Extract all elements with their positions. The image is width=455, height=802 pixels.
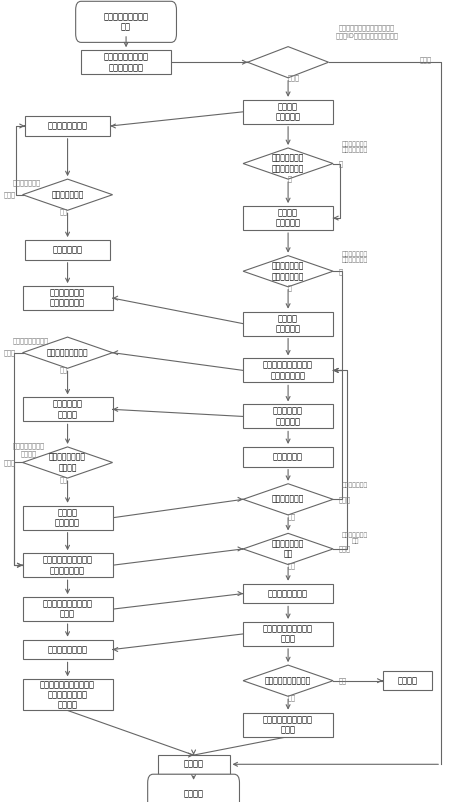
- Text: 无: 无: [288, 284, 292, 291]
- FancyBboxPatch shape: [243, 206, 332, 230]
- Text: 断开链接: 断开链接: [183, 759, 203, 769]
- Text: 服务端检查是否
拥有客户端证书: 服务端检查是否 拥有客户端证书: [271, 261, 303, 281]
- Text: 确认对方连接
申请结束: 确认对方连接 申请结束: [52, 399, 82, 419]
- Polygon shape: [243, 533, 332, 565]
- Text: 解密数据，执行处理业
务流程: 解密数据，执行处理业 务流程: [263, 715, 313, 735]
- Text: 是否需要向服务端
发送证书: 是否需要向服务端 发送证书: [49, 453, 86, 472]
- Polygon shape: [22, 179, 112, 210]
- Text: 确认对方交互完成: 确认对方交互完成: [47, 645, 87, 654]
- FancyBboxPatch shape: [382, 671, 431, 690]
- Text: 检查客户端是否
拥有服务端证书: 检查客户端是否 拥有服务端证书: [341, 141, 368, 153]
- Text: 失败: 失败: [338, 678, 346, 684]
- Text: 验证证书合法性: 验证证书合法性: [341, 482, 368, 488]
- FancyBboxPatch shape: [25, 116, 110, 136]
- Text: 未通过: 未通过: [338, 545, 350, 553]
- Text: 验证证书合法性: 验证证书合法性: [13, 180, 40, 186]
- Text: 向客户端发送交互完成
数据包: 向客户端发送交互完成 数据包: [263, 624, 313, 644]
- FancyBboxPatch shape: [22, 286, 112, 310]
- FancyBboxPatch shape: [243, 312, 332, 336]
- FancyBboxPatch shape: [25, 240, 110, 260]
- Text: 通过: 通过: [60, 209, 67, 215]
- Text: 发送证书
回复数据包: 发送证书 回复数据包: [275, 209, 300, 228]
- Text: 服务端检查是否已缓存会话数据
（会话ID、会话密钥、算法组合）: 服务端检查是否已缓存会话数据 （会话ID、会话密钥、算法组合）: [334, 25, 397, 38]
- Polygon shape: [22, 337, 112, 368]
- Text: 成功: 成功: [288, 695, 295, 701]
- FancyBboxPatch shape: [243, 584, 332, 603]
- FancyBboxPatch shape: [22, 597, 112, 622]
- Text: 缓存对端证书: 缓存对端证书: [52, 245, 82, 254]
- Text: 验证密钥数据合法性: 验证密钥数据合法性: [13, 338, 49, 344]
- FancyBboxPatch shape: [243, 99, 332, 124]
- Text: 服务端检查是否
拥有客户端证书: 服务端检查是否 拥有客户端证书: [341, 251, 368, 263]
- Text: 缓存对端证书: 缓存对端证书: [273, 452, 303, 461]
- Polygon shape: [243, 665, 332, 696]
- Text: 通过: 通过: [60, 367, 67, 373]
- Text: 产生密钥向服务端发送
密钥交互数据包: 产生密钥向服务端发送 密钥交互数据包: [42, 556, 92, 575]
- Polygon shape: [243, 256, 332, 287]
- Text: 产生初始向量与流水号，
将数据加密后向服
务端发送: 产生初始向量与流水号， 将数据加密后向服 务端发送: [40, 680, 95, 710]
- Text: 未通过: 未通过: [338, 496, 350, 503]
- FancyBboxPatch shape: [81, 51, 171, 75]
- Text: 验证密钥数据合
法性: 验证密钥数据合 法性: [271, 539, 303, 559]
- Text: 未缓存: 未缓存: [288, 75, 299, 81]
- Text: 验证密钥数据合
法性: 验证密钥数据合 法性: [341, 533, 368, 545]
- Text: 确认算法与会话号: 确认算法与会话号: [47, 121, 87, 131]
- FancyBboxPatch shape: [22, 679, 112, 711]
- Text: 已缓存: 已缓存: [419, 57, 430, 63]
- Text: 发送连接申请
结束数据包: 发送连接申请 结束数据包: [273, 407, 303, 426]
- Text: 记录是否需要向
服务端发送证书: 记录是否需要向 服务端发送证书: [50, 289, 85, 308]
- Text: 是否需要向服务端
发送证书: 是否需要向服务端 发送证书: [13, 443, 45, 457]
- FancyBboxPatch shape: [22, 553, 112, 577]
- Text: 需要: 需要: [60, 476, 67, 483]
- Polygon shape: [243, 148, 332, 179]
- FancyBboxPatch shape: [157, 755, 229, 773]
- Text: 未通过: 未通过: [4, 192, 16, 198]
- Text: 验证证书合法性: 验证证书合法性: [51, 190, 84, 199]
- FancyBboxPatch shape: [76, 2, 176, 43]
- Text: 通过: 通过: [288, 513, 295, 520]
- Text: 检查客户端是否
拥有服务端证书: 检查客户端是否 拥有服务端证书: [271, 154, 303, 173]
- Polygon shape: [247, 47, 328, 78]
- Text: 有: 有: [338, 160, 342, 167]
- FancyBboxPatch shape: [147, 774, 239, 802]
- Text: 不需要: 不需要: [4, 460, 16, 466]
- Text: 验证证书合法性: 验证证书合法性: [271, 495, 303, 504]
- FancyBboxPatch shape: [243, 622, 332, 646]
- Text: 客户端向服务端发送
连接申请数据包: 客户端向服务端发送 连接申请数据包: [103, 52, 148, 72]
- Polygon shape: [243, 484, 332, 515]
- Text: 解密数据，验证流水号: 解密数据，验证流水号: [264, 676, 310, 685]
- FancyBboxPatch shape: [243, 358, 332, 383]
- Text: 发送证书
回复数据包: 发送证书 回复数据包: [55, 508, 80, 528]
- Polygon shape: [22, 447, 112, 478]
- Text: 向服务端发送交互完成
数据包: 向服务端发送交互完成 数据包: [42, 599, 92, 619]
- FancyBboxPatch shape: [243, 712, 332, 737]
- Text: 客户端需要与服务端
通讯: 客户端需要与服务端 通讯: [103, 12, 148, 31]
- Text: 发送连接
申请数据包: 发送连接 申请数据包: [275, 102, 300, 122]
- Text: 结束流程: 结束流程: [183, 789, 203, 799]
- FancyBboxPatch shape: [22, 397, 112, 421]
- Text: 确认对方交互完成: 确认对方交互完成: [268, 589, 308, 598]
- FancyBboxPatch shape: [22, 640, 112, 659]
- FancyBboxPatch shape: [243, 447, 332, 467]
- FancyBboxPatch shape: [243, 404, 332, 428]
- Text: 无: 无: [288, 176, 292, 182]
- Text: 组包证书
申请数据包: 组包证书 申请数据包: [275, 314, 300, 334]
- Text: 通过: 通过: [288, 563, 295, 569]
- Text: 丢弃数据: 丢弃数据: [396, 676, 416, 685]
- FancyBboxPatch shape: [22, 506, 112, 530]
- Text: 产生密钥向客户端发送
密钥交互数据包: 产生密钥向客户端发送 密钥交互数据包: [263, 361, 313, 380]
- Text: 未通过: 未通过: [4, 350, 16, 356]
- Text: 验证密钥数据合法性: 验证密钥数据合法性: [47, 348, 88, 357]
- Text: 有: 有: [338, 268, 342, 274]
